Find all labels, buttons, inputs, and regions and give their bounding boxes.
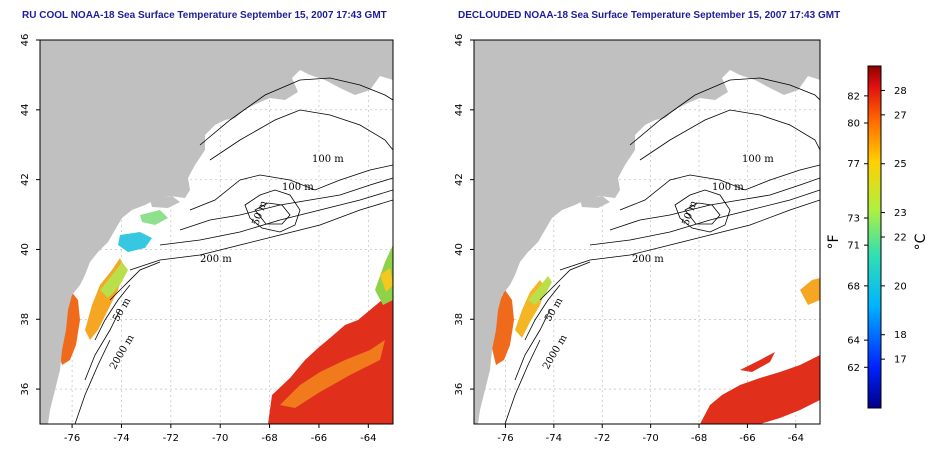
temperature-colorbar: 82 80 77 73 71 68 64 62 28 27 25 23 22 20 18 17 °F °C xyxy=(826,65,929,409)
contour-label: 100 m xyxy=(312,154,344,165)
map-frame xyxy=(39,39,394,425)
colorbar-gradient xyxy=(867,65,882,409)
lat-tick-label: 40 xyxy=(20,243,31,256)
lat-tick-label: 36 xyxy=(20,383,31,396)
sst-patch-ny-bight xyxy=(118,232,152,252)
lat-tick-label: 42 xyxy=(454,173,465,186)
c-tick-label: 20 xyxy=(894,281,907,292)
long-island-shape xyxy=(580,196,610,208)
latitude-ticks: 36 38 40 42 44 46 xyxy=(20,34,40,396)
right-map-panel: 100 m 100 m 50 m 200 m 50 m 2000 m -76 -7… xyxy=(454,34,821,444)
f-tick-label: 62 xyxy=(847,363,860,374)
f-tick-label: 68 xyxy=(847,281,860,292)
lat-tick-label: 40 xyxy=(454,243,465,256)
lon-tick-label: -72 xyxy=(594,433,610,444)
latitude-ticks: 36 38 40 42 44 46 xyxy=(454,34,474,396)
lat-tick-label: 38 xyxy=(454,313,465,326)
sst-overlay xyxy=(490,276,820,424)
lon-tick-label: -74 xyxy=(546,433,562,444)
lon-tick-label: -68 xyxy=(691,433,707,444)
c-tick-label: 18 xyxy=(894,330,907,341)
land-mask xyxy=(474,40,820,424)
left-map-panel: 100 m 100 m 50 m 200 m 50 m 2000 m -76 -7… xyxy=(20,34,394,444)
lat-tick-label: 36 xyxy=(454,383,465,396)
contour-label: 200 m xyxy=(200,254,232,265)
contour-label: 200 m xyxy=(632,254,664,265)
right-panel-title: DECLOUDED NOAA-18 Sea Surface Temperatur… xyxy=(458,10,841,21)
c-tick-label: 23 xyxy=(894,208,907,219)
lon-tick-label: -66 xyxy=(311,433,327,444)
c-tick-label: 27 xyxy=(894,110,907,121)
sst-patch-southeast-small xyxy=(740,352,775,372)
lat-tick-label: 38 xyxy=(20,313,31,326)
sst-patch-south-east-orange xyxy=(280,340,385,408)
lon-tick-label: -74 xyxy=(113,433,129,444)
lon-tick-label: -70 xyxy=(642,433,658,444)
lon-tick-label: -64 xyxy=(788,433,804,444)
celsius-unit-label: °C xyxy=(913,233,929,250)
f-tick-label: 80 xyxy=(847,119,860,130)
land-mask xyxy=(40,40,393,424)
lat-tick-label: 44 xyxy=(20,103,31,116)
contour-label: 100 m xyxy=(742,154,774,165)
bathymetry-contours xyxy=(504,77,820,424)
sst-patch-southeast-fragment xyxy=(700,355,820,424)
lon-tick-label: -70 xyxy=(212,433,228,444)
sst-patch-east-edge-yellow xyxy=(380,268,393,292)
c-tick-label: 28 xyxy=(894,86,907,97)
lat-tick-label: 46 xyxy=(454,34,465,47)
c-tick-label: 17 xyxy=(894,355,907,366)
lat-tick-label: 42 xyxy=(20,173,31,186)
lon-tick-label: -66 xyxy=(739,433,755,444)
lon-tick-label: -76 xyxy=(64,433,80,444)
celsius-ticks: 28 27 25 23 22 20 18 17 xyxy=(881,86,907,366)
map-frame xyxy=(473,39,821,425)
c-tick-label: 25 xyxy=(894,159,907,170)
contour-label: 100 m xyxy=(712,182,744,193)
longitude-ticks: -76 -74 -72 -70 -68 -66 -64 xyxy=(497,424,804,444)
longitude-ticks: -76 -74 -72 -70 -68 -66 -64 xyxy=(64,424,376,444)
lon-tick-label: -68 xyxy=(261,433,277,444)
sst-patch-nj-shelf xyxy=(528,276,552,305)
sst-patch-chesapeake xyxy=(490,290,514,365)
sst-patch-east-edge xyxy=(800,278,820,305)
lat-tick-label: 44 xyxy=(454,103,465,116)
f-tick-label: 71 xyxy=(847,241,860,252)
f-tick-label: 82 xyxy=(847,91,860,102)
f-tick-label: 73 xyxy=(847,214,860,225)
long-island-shape xyxy=(150,196,180,208)
c-tick-label: 22 xyxy=(894,233,907,244)
lon-tick-label: -72 xyxy=(163,433,179,444)
lon-tick-label: -76 xyxy=(497,433,513,444)
sst-patch-nj-shelf xyxy=(100,262,128,298)
sst-patch-ri-shelf xyxy=(140,210,168,225)
f-tick-label: 64 xyxy=(847,336,860,347)
contour-label: 100 m xyxy=(282,182,314,193)
bathymetry-contours xyxy=(74,77,393,424)
fahrenheit-unit-label: °F xyxy=(826,234,842,249)
lon-tick-label: -64 xyxy=(360,433,376,444)
f-tick-label: 77 xyxy=(847,159,860,170)
lat-tick-label: 46 xyxy=(20,34,31,47)
fahrenheit-ticks: 82 80 77 73 71 68 64 62 xyxy=(847,91,868,374)
left-panel-title: RU COOL NOAA-18 Sea Surface Temperature … xyxy=(22,10,387,21)
